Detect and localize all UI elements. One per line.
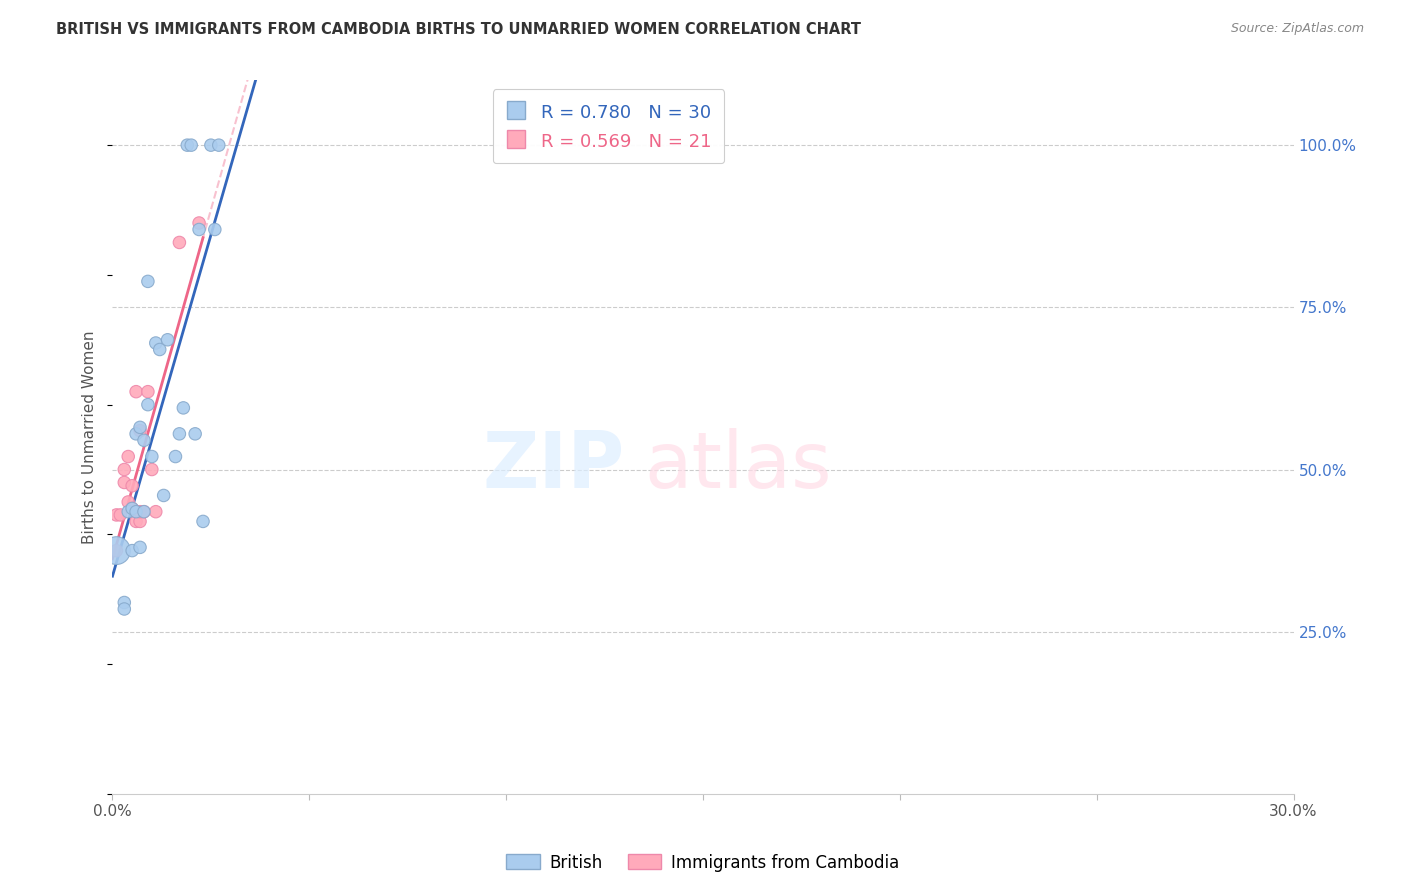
Point: [121, 543, 143, 558]
Point: [180, 138, 202, 153]
Point: [112, 595, 135, 609]
Text: Source: ZipAtlas.com: Source: ZipAtlas.com: [1230, 22, 1364, 36]
Point: [141, 462, 163, 476]
Legend: British, Immigrants from Cambodia: British, Immigrants from Cambodia: [499, 847, 907, 879]
Point: [141, 450, 163, 464]
Text: ZIP: ZIP: [482, 428, 624, 504]
Point: [105, 508, 128, 522]
Point: [188, 216, 211, 230]
Point: [188, 222, 211, 236]
Point: [117, 450, 139, 464]
Point: [112, 462, 135, 476]
Point: [121, 501, 143, 516]
Point: [125, 505, 148, 519]
Point: [200, 138, 222, 153]
Point: [125, 384, 148, 399]
Point: [145, 336, 167, 351]
Point: [105, 543, 128, 558]
Point: [129, 515, 152, 529]
Point: [125, 505, 148, 519]
Point: [172, 401, 194, 415]
Point: [129, 541, 152, 555]
Y-axis label: Births to Unmarried Women: Births to Unmarried Women: [82, 330, 97, 544]
Point: [208, 138, 231, 153]
Point: [191, 515, 214, 529]
Point: [117, 505, 139, 519]
Point: [152, 488, 174, 502]
Point: [169, 235, 191, 250]
Point: [117, 495, 139, 509]
Point: [176, 138, 198, 153]
Point: [121, 479, 143, 493]
Point: [149, 343, 172, 357]
Point: [132, 434, 155, 448]
Text: atlas: atlas: [644, 428, 831, 504]
Point: [184, 426, 207, 441]
Point: [121, 501, 143, 516]
Point: [112, 602, 135, 616]
Point: [125, 426, 148, 441]
Point: [136, 384, 159, 399]
Point: [136, 274, 159, 288]
Point: [132, 505, 155, 519]
Point: [112, 475, 135, 490]
Text: BRITISH VS IMMIGRANTS FROM CAMBODIA BIRTHS TO UNMARRIED WOMEN CORRELATION CHART: BRITISH VS IMMIGRANTS FROM CAMBODIA BIRT…: [56, 22, 862, 37]
Point: [145, 505, 167, 519]
Point: [132, 505, 155, 519]
Point: [165, 450, 187, 464]
Point: [105, 543, 128, 558]
Point: [129, 424, 152, 438]
Point: [129, 420, 152, 434]
Point: [136, 398, 159, 412]
Point: [110, 508, 132, 522]
Point: [204, 222, 226, 236]
Point: [125, 515, 148, 529]
Point: [169, 426, 191, 441]
Point: [156, 333, 179, 347]
Point: [129, 505, 152, 519]
